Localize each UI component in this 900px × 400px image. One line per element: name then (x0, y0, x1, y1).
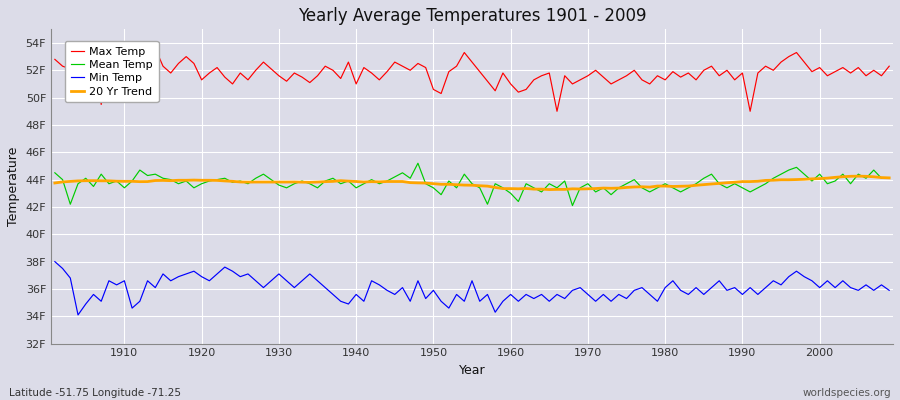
Mean Temp (567, 203, 578, 208)
Min Temp (884, 288, 895, 293)
Min Temp (50, 259, 60, 264)
Min Temp (73, 312, 84, 317)
20 Yr Trend (884, 176, 895, 180)
Max Temp (552, 109, 562, 114)
20 Yr Trend (606, 186, 616, 191)
Max Temp (150, 46, 161, 51)
Mean Temp (50, 170, 60, 175)
Max Temp (614, 78, 625, 82)
Legend: Max Temp, Mean Temp, Min Temp, 20 Yr Trend: Max Temp, Mean Temp, Min Temp, 20 Yr Tre… (65, 41, 158, 102)
Line: Min Temp: Min Temp (55, 262, 889, 315)
Line: 20 Yr Trend: 20 Yr Trend (55, 176, 889, 190)
Min Temp (513, 299, 524, 304)
Mean Temp (412, 161, 423, 166)
Mean Temp (112, 178, 122, 183)
X-axis label: Year: Year (459, 364, 485, 377)
Max Temp (336, 76, 346, 81)
20 Yr Trend (50, 180, 60, 185)
Mean Temp (505, 191, 516, 196)
Y-axis label: Temperature: Temperature (7, 147, 20, 226)
Text: Latitude -51.75 Longitude -71.25: Latitude -51.75 Longitude -71.25 (9, 388, 181, 398)
Max Temp (505, 82, 516, 86)
Min Temp (505, 292, 516, 297)
Max Temp (112, 68, 122, 73)
20 Yr Trend (498, 186, 508, 191)
Min Temp (119, 278, 130, 283)
Line: Mean Temp: Mean Temp (55, 163, 889, 206)
20 Yr Trend (544, 187, 554, 192)
Max Temp (50, 57, 60, 62)
Min Temp (336, 299, 346, 304)
Mean Temp (614, 186, 625, 190)
Mean Temp (281, 186, 292, 190)
Max Temp (884, 64, 895, 68)
Min Temp (606, 299, 616, 304)
20 Yr Trend (281, 180, 292, 184)
Title: Yearly Average Temperatures 1901 - 2009: Yearly Average Temperatures 1901 - 2009 (298, 7, 646, 25)
20 Yr Trend (853, 174, 864, 178)
Max Temp (513, 90, 524, 94)
Line: Max Temp: Max Temp (55, 48, 889, 111)
Mean Temp (513, 199, 524, 204)
Text: worldspecies.org: worldspecies.org (803, 388, 891, 398)
20 Yr Trend (505, 186, 516, 191)
Mean Temp (328, 176, 338, 181)
20 Yr Trend (328, 179, 338, 184)
20 Yr Trend (112, 179, 122, 184)
Min Temp (289, 285, 300, 290)
Max Temp (289, 71, 300, 76)
Mean Temp (884, 176, 895, 181)
